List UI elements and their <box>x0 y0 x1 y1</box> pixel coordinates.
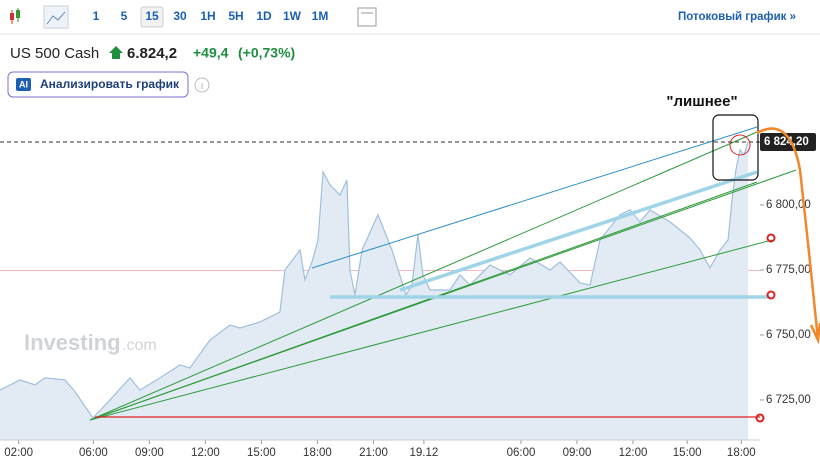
x-tick-label: 09:00 <box>563 447 592 459</box>
highlight-circle <box>729 134 751 156</box>
trend-line <box>311 126 758 269</box>
x-tick-label: 06:00 <box>507 447 536 459</box>
marker <box>766 290 776 300</box>
up-arrow <box>109 46 123 59</box>
x-tick-label: 12:00 <box>191 447 220 459</box>
change: +49,4 <box>193 45 229 61</box>
candle-icon[interactable] <box>10 8 20 24</box>
trend-line <box>89 131 758 421</box>
info-icon[interactable] <box>194 77 210 93</box>
area-icon[interactable] <box>43 5 69 29</box>
x-tick-label: 12:00 <box>619 447 648 459</box>
interval-button[interactable]: 1M <box>312 9 329 23</box>
x-tick-label: 19.12 <box>409 447 438 459</box>
x-tick-label: 18:00 <box>303 447 332 459</box>
x-tick-label: 15:00 <box>247 447 276 459</box>
symbol: US 500 Cash <box>10 45 99 62</box>
interval-button[interactable]: 1 <box>93 9 100 23</box>
interval-bar: 1 5 15 30 1H 5H 1D 1W 1M <box>93 6 329 28</box>
drawings <box>89 114 820 423</box>
arrow <box>756 127 820 341</box>
arrow-head <box>809 322 820 345</box>
watermark: Investing <box>24 330 121 355</box>
table-icon[interactable] <box>357 7 377 27</box>
interval-button[interactable]: 1H <box>200 9 215 23</box>
change-pct: (+0,73%) <box>238 45 295 61</box>
y-tick-label: 6 725,00 <box>766 394 811 406</box>
ai-badge-text: AI <box>19 79 28 89</box>
ai-badge <box>16 78 31 91</box>
interval-button[interactable]: 1D <box>256 9 272 23</box>
interval-button[interactable]: 1W <box>283 9 302 23</box>
interval-button[interactable]: 15 <box>145 9 159 23</box>
area-fill <box>0 142 749 441</box>
interval-button[interactable]: 5H <box>228 9 243 23</box>
stream-link[interactable]: Потоковый график » <box>678 11 796 23</box>
x-tick-label: 02:00 <box>4 447 33 459</box>
area-icon-line <box>46 11 66 25</box>
channel-line <box>399 170 758 292</box>
current-price-box <box>760 133 816 152</box>
interval-button[interactable]: 30 <box>173 9 187 23</box>
marker <box>766 233 776 243</box>
y-tick-label: 6 750,00 <box>766 329 811 341</box>
price-line <box>0 141 749 419</box>
marker <box>755 413 765 423</box>
x-tick-label: 15:00 <box>673 447 702 459</box>
y-tick-label: 6 800,00 <box>766 199 811 211</box>
trend-line <box>89 169 797 421</box>
annotation: "лишнее" <box>666 93 737 110</box>
y-tick-label: 6 775,00 <box>766 264 811 276</box>
watermark-suffix: .com <box>122 337 157 354</box>
x-tick-label: 09:00 <box>135 447 164 459</box>
ai-button[interactable] <box>7 71 189 98</box>
interval-button[interactable]: 5 <box>121 9 128 23</box>
ai-button-label: Анализировать график <box>40 77 180 91</box>
plot: Investing .com 6 725,00 6 750,00 6 775,00 6 8… <box>0 133 816 459</box>
x-tick-label: 18:00 <box>727 447 756 459</box>
trend-line <box>89 239 773 421</box>
highlight-box <box>712 114 759 181</box>
current-price-label: 6 824,20 <box>764 136 809 148</box>
price: 6.824,2 <box>127 45 177 62</box>
x-tick-label: 06:00 <box>79 447 108 459</box>
interval-selected <box>140 6 164 28</box>
x-tick-label: 21:00 <box>359 447 388 459</box>
